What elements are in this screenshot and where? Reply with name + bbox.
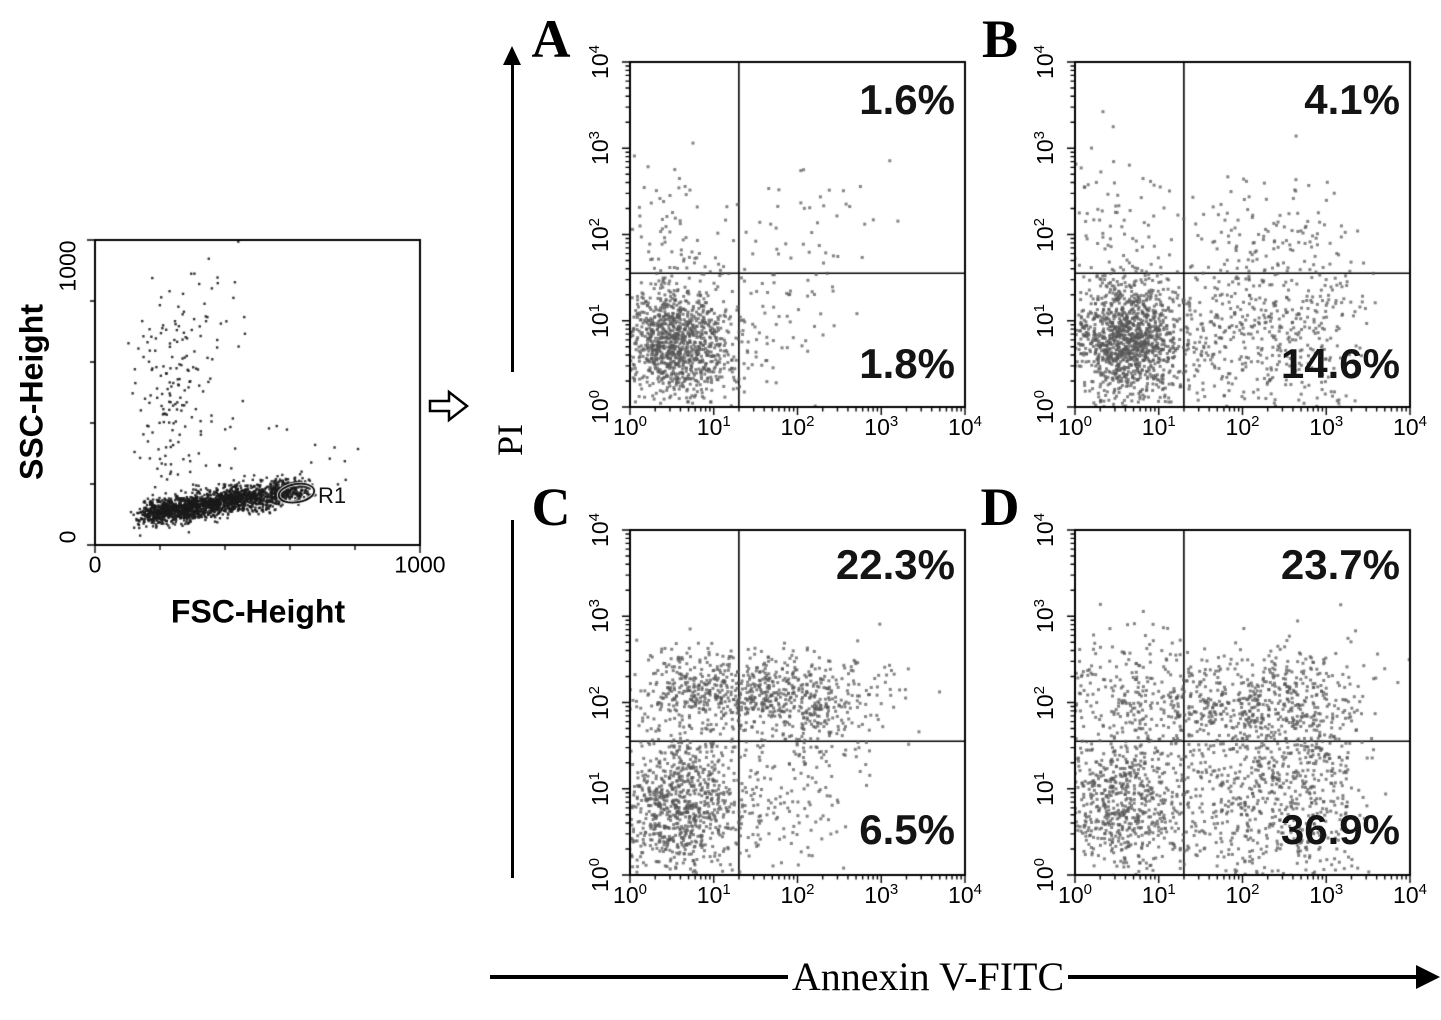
axis-tick-label: 102 xyxy=(586,685,613,720)
axis-tick-label: 104 xyxy=(586,513,613,547)
panel-d-scatter-plot xyxy=(1059,528,1414,893)
axis-tick-label: 102 xyxy=(1031,217,1058,252)
axis-tick-label: 0 xyxy=(54,530,81,544)
axis-tick-label: 100 xyxy=(586,858,613,892)
axis-tick-label: 102 xyxy=(586,217,613,252)
axis-tick-label: 102 xyxy=(1031,685,1058,720)
panel-a-upper-right-percentage: 1.6% xyxy=(859,76,955,123)
annexin-axis-line-left xyxy=(490,975,788,979)
panel-d-lower-right-percentage: 36.9% xyxy=(1280,806,1400,853)
axis-tick-label: 103 xyxy=(1031,131,1058,166)
annexin-axis-line-right xyxy=(1068,975,1418,979)
panel-a-scatter-plot xyxy=(614,60,969,425)
gate-y-axis-label: SSC-Height xyxy=(13,304,50,480)
fsc-ssc-scatter-plot xyxy=(79,238,424,563)
pi-axis-arrowhead xyxy=(503,46,521,65)
panel-c-letter: C xyxy=(531,477,571,537)
panel-b-letter: B xyxy=(981,9,1019,69)
axis-tick-label: 104 xyxy=(1031,45,1058,79)
gate-x-axis-label: FSC-Height xyxy=(170,593,346,630)
axis-tick-label: 101 xyxy=(586,303,613,338)
axis-tick-label: 101 xyxy=(1031,771,1058,806)
panel-d-upper-right-percentage: 23.7% xyxy=(1280,541,1400,588)
axis-tick-label: 103 xyxy=(586,131,613,166)
panel-a-letter: A xyxy=(531,9,571,69)
panel-b-upper-right-percentage: 4.1% xyxy=(1304,76,1400,123)
panel-c-upper-right-percentage: 22.3% xyxy=(835,541,955,588)
axis-tick-label: 1000 xyxy=(54,240,81,292)
panel-d-letter: D xyxy=(980,477,1020,537)
pi-axis-line-upper xyxy=(511,64,514,372)
axis-tick-label: 104 xyxy=(1031,513,1058,547)
gate-r1-label: R1 xyxy=(318,483,347,508)
pi-axis-line-lower xyxy=(511,520,514,878)
axis-tick-label: 101 xyxy=(1031,303,1058,338)
annexin-axis-label: Annexin V-FITC xyxy=(791,954,1065,999)
pi-axis-label: PI xyxy=(490,423,530,457)
panel-c-scatter-plot xyxy=(614,528,969,893)
axis-tick-label: 100 xyxy=(1031,858,1058,892)
axis-tick-label: 101 xyxy=(586,771,613,806)
axis-tick-label: 104 xyxy=(586,45,613,79)
panel-a-lower-right-percentage: 1.8% xyxy=(859,340,955,387)
panel-c-lower-right-percentage: 6.5% xyxy=(859,806,955,853)
panel-b-scatter-plot xyxy=(1059,60,1414,425)
right-arrow-icon xyxy=(428,388,470,429)
annexin-axis-arrowhead xyxy=(1416,965,1440,989)
axis-tick-label: 103 xyxy=(586,599,613,634)
axis-tick-label: 100 xyxy=(586,390,613,424)
axis-tick-label: 103 xyxy=(1031,599,1058,634)
panel-b-lower-right-percentage: 14.6% xyxy=(1280,340,1400,387)
axis-tick-label: 100 xyxy=(1031,390,1058,424)
